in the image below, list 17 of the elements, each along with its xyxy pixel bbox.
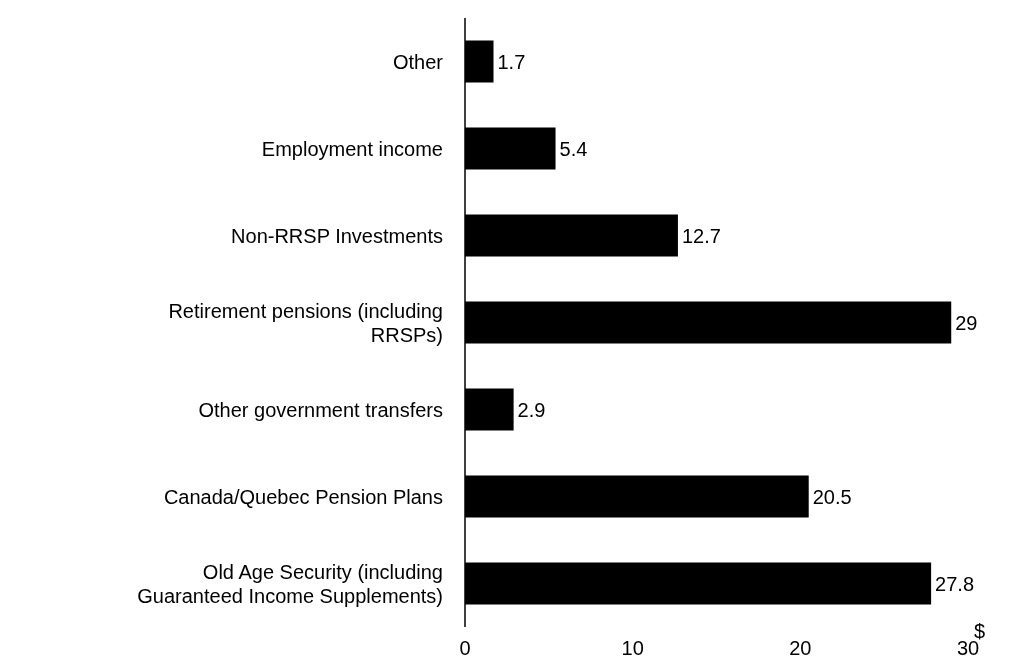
- y-tick-label: Canada/Quebec Pension Plans: [163, 485, 443, 508]
- y-tick-label: Old Age Security (including Guaranteed Income Supplements): [137, 560, 443, 607]
- x-tick-label: 20: [789, 637, 812, 660]
- data-label: 12.7: [681, 224, 721, 247]
- data-label: 2.9: [517, 398, 546, 421]
- data-label: 27.8: [935, 572, 975, 595]
- y-tick-label: Other: [392, 50, 444, 73]
- y-tick-label: Non-RRSP Investments: [231, 224, 443, 247]
- data-label: 29: [955, 311, 978, 334]
- data-label: 5.4: [559, 137, 588, 160]
- x-tick-label: 10: [621, 637, 644, 660]
- y-tick-label: Employment income: [261, 137, 443, 160]
- y-tick-label: Retirement pensions (including RRSPs): [168, 299, 443, 346]
- data-label: 1.7: [497, 50, 526, 73]
- y-tick-label: Other government transfers: [198, 398, 443, 421]
- x-tick-label: 0: [459, 637, 471, 660]
- data-label: 20.5: [812, 485, 852, 508]
